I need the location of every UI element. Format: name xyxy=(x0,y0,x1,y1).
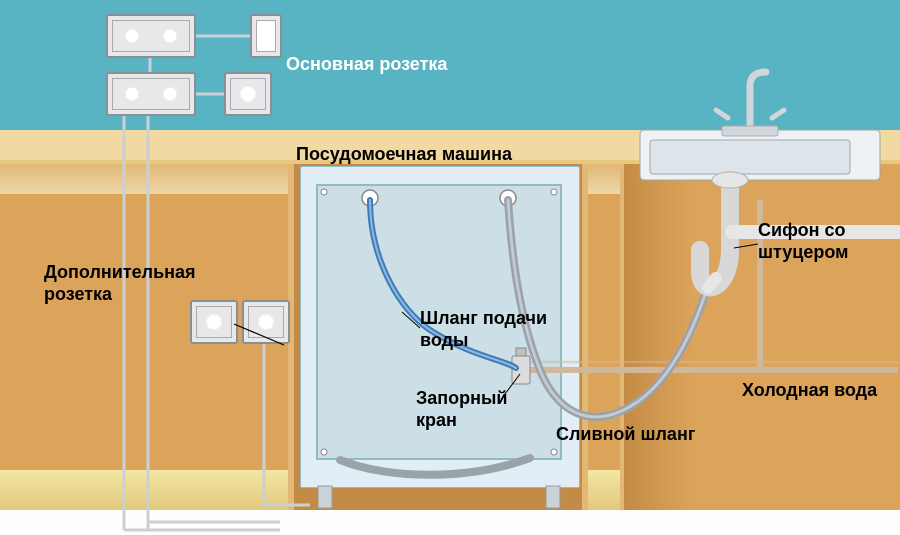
floor-layer xyxy=(0,510,900,535)
label-drain-hose: Сливной шланг xyxy=(556,424,695,446)
additional-outlet-right xyxy=(242,300,290,344)
label-main-outlet: Основная розетка xyxy=(286,54,447,76)
under-sink-panel xyxy=(620,164,900,510)
wall-switch xyxy=(250,14,282,58)
main-outlet-bottom xyxy=(106,72,196,116)
main-outlet-side xyxy=(224,72,272,116)
label-supply-hose: Шланг подачи воды xyxy=(420,308,547,351)
label-valve: Запорный кран xyxy=(416,388,507,431)
dishwasher-install-diagram: Основная розетка Посудомоечная машина До… xyxy=(0,0,900,535)
label-siphon: Сифон со штуцером xyxy=(758,220,848,263)
main-outlet-top xyxy=(106,14,196,58)
label-dishwasher: Посудомоечная машина xyxy=(296,144,512,166)
additional-outlet-left xyxy=(190,300,238,344)
label-cold-water: Холодная вода xyxy=(742,380,877,402)
label-additional: Дополнительная розетка xyxy=(44,262,196,305)
